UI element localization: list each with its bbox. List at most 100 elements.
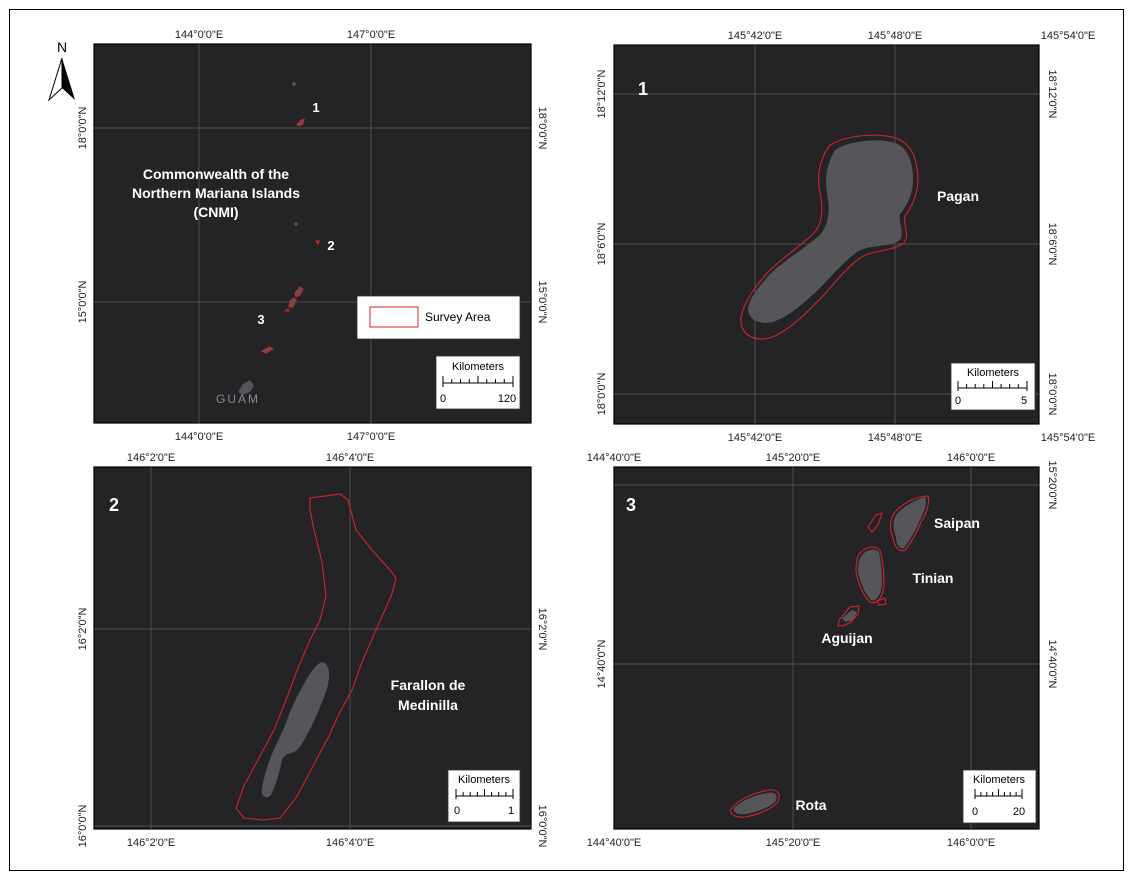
overview-title-line: (CNMI) bbox=[193, 204, 238, 220]
aguijan-survey-boundary bbox=[837, 605, 860, 627]
southern-panel-number: 3 bbox=[626, 495, 636, 515]
farallon-left-tick: 16°0'0"N bbox=[77, 805, 89, 848]
southern-bottom-tick: 145°20'0"E bbox=[766, 837, 820, 849]
pagan-island-shape bbox=[748, 140, 914, 323]
farallon-top-tick: 146°4'0"E bbox=[326, 452, 374, 464]
overview-right-tick: 18°0'0"N bbox=[536, 107, 548, 150]
overview-right-tick: 15°0'0"N bbox=[536, 281, 548, 324]
island-marker bbox=[292, 82, 296, 86]
pagan-left-tick: 18°0'0"N bbox=[596, 373, 608, 416]
overview-top-tick: 144°0'0"E bbox=[175, 29, 223, 41]
north-arrow-right-icon bbox=[62, 58, 75, 100]
overview-left-tick: 18°0'0"N bbox=[77, 107, 89, 150]
saipan-survey-boundary bbox=[890, 495, 930, 552]
overview-scale-bar: Kilometers 0 120 bbox=[435, 355, 521, 410]
pagan-scale-title: Kilometers bbox=[967, 367, 1019, 379]
farallon-marker bbox=[315, 240, 320, 246]
saipan-marker bbox=[294, 286, 304, 298]
overview-marker-label: 1 bbox=[312, 100, 319, 115]
southern-scale-max: 20 bbox=[1013, 806, 1025, 818]
pagan-left-tick: 18°6'0"N bbox=[596, 223, 608, 266]
farallon-panel-number: 2 bbox=[109, 495, 119, 515]
pagan-right-tick: 18°12'0"N bbox=[1046, 70, 1058, 119]
southern-panel: 144°40'0"E 145°20'0"E 146°0'0"E 144°40'0… bbox=[587, 452, 1058, 849]
pagan-right-tick: 18°6'0"N bbox=[1046, 223, 1058, 266]
pagan-top-tick: 145°42'0"E bbox=[728, 30, 782, 42]
farallon-scale-bar: Kilometers 0 1 bbox=[447, 769, 521, 823]
overview-scale-title: Kilometers bbox=[452, 361, 504, 373]
farallon-scale-title: Kilometers bbox=[458, 774, 510, 786]
southern-bottom-tick: 146°0'0"E bbox=[947, 837, 995, 849]
aguijan-marker bbox=[283, 308, 290, 312]
pagan-survey-boundary bbox=[740, 134, 919, 340]
farallon-label-line: Medinilla bbox=[398, 697, 458, 713]
rota-survey-boundary bbox=[730, 789, 780, 818]
tinian-survey-boundary-small bbox=[876, 597, 887, 606]
southern-left-tick: 14°40'0"N bbox=[596, 639, 608, 688]
saipan-label: Saipan bbox=[934, 515, 980, 531]
pagan-bottom-tick: 145°48'0"E bbox=[868, 432, 922, 444]
overview-panel: 144°0'0"E 147°0'0"E 144°0'0"E 147°0'0"E … bbox=[77, 29, 548, 443]
pagan-marker bbox=[296, 118, 305, 127]
pagan-top-tick: 145°54'0"E bbox=[1041, 30, 1095, 42]
legend-swatch bbox=[369, 306, 419, 328]
pagan-top-tick: 145°48'0"E bbox=[868, 30, 922, 42]
pagan-panel-number: 1 bbox=[638, 79, 648, 99]
southern-bottom-tick: 144°40'0"E bbox=[587, 837, 641, 849]
southern-top-tick: 144°40'0"E bbox=[587, 452, 641, 464]
island-marker bbox=[294, 222, 298, 226]
north-arrow-label: N bbox=[57, 39, 67, 55]
guam-shape bbox=[238, 380, 254, 395]
tinian-label: Tinian bbox=[913, 570, 954, 586]
farallon-label-line: Farallon de bbox=[391, 677, 466, 693]
southern-top-tick: 145°20'0"E bbox=[766, 452, 820, 464]
guam-label: GUAM bbox=[216, 392, 260, 406]
pagan-right-tick: 18°0'0"N bbox=[1046, 373, 1058, 416]
farallon-island-shape bbox=[261, 662, 330, 798]
southern-map-frame bbox=[613, 466, 1040, 830]
farallon-bottom-tick: 146°2'0"E bbox=[127, 837, 175, 849]
overview-marker-label: 3 bbox=[257, 312, 264, 327]
southern-scale-bar: Kilometers 0 20 bbox=[962, 769, 1037, 824]
pagan-bottom-tick: 145°42'0"E bbox=[728, 432, 782, 444]
farallon-top-tick: 146°2'0"E bbox=[127, 452, 175, 464]
legend-label: Survey Area bbox=[425, 310, 491, 324]
farallon-panel: 146°2'0"E 146°4'0"E 146°2'0"E 146°4'0"E … bbox=[77, 452, 548, 849]
pagan-bottom-tick: 145°54'0"E bbox=[1041, 432, 1095, 444]
rota-label: Rota bbox=[795, 797, 826, 813]
pagan-label: Pagan bbox=[937, 188, 979, 204]
farallon-bottom-tick: 146°4'0"E bbox=[326, 837, 374, 849]
tinian-marker bbox=[288, 297, 297, 308]
rota-marker bbox=[260, 346, 274, 354]
southern-scale-min: 0 bbox=[972, 806, 978, 818]
pagan-panel: 145°42'0"E 145°48'0"E 145°54'0"E 145°42'… bbox=[596, 30, 1095, 444]
pagan-left-tick: 18°12'0"N bbox=[596, 69, 608, 118]
overview-scale-min: 0 bbox=[440, 393, 446, 405]
southern-right-tick: 14°40'0"N bbox=[1046, 640, 1058, 689]
pagan-scale-bar: Kilometers 0 5 bbox=[950, 362, 1036, 411]
tinian-shape bbox=[858, 549, 882, 601]
farallon-left-tick: 16°2'0"N bbox=[77, 608, 89, 651]
farallon-scale-min: 0 bbox=[454, 805, 460, 817]
overview-bottom-tick: 147°0'0"E bbox=[347, 431, 395, 443]
overview-marker-label: 2 bbox=[327, 238, 334, 253]
overview-left-tick: 15°0'0"N bbox=[77, 281, 89, 324]
farallon-scale-max: 1 bbox=[508, 805, 514, 817]
rota-shape bbox=[733, 792, 777, 815]
saipan-shape bbox=[893, 497, 927, 549]
north-arrow: N bbox=[47, 39, 75, 102]
pagan-scale-min: 0 bbox=[955, 395, 961, 407]
aguijan-label: Aguijan bbox=[821, 630, 872, 646]
north-arrow-left-icon bbox=[47, 57, 63, 102]
managaha-survey-boundary bbox=[867, 512, 883, 533]
southern-scale-title: Kilometers bbox=[973, 774, 1025, 786]
farallon-right-tick: 16°2'0"N bbox=[536, 608, 548, 651]
farallon-map-frame bbox=[93, 466, 532, 830]
overview-bottom-tick: 144°0'0"E bbox=[175, 431, 223, 443]
overview-title-line: Commonwealth of the bbox=[143, 166, 289, 182]
southern-top-tick: 146°0'0"E bbox=[947, 452, 995, 464]
overview-scale-max: 120 bbox=[498, 393, 516, 405]
farallon-right-tick: 16°0'0"N bbox=[536, 805, 548, 848]
southern-right-tick: 15°20'0"N bbox=[1046, 461, 1058, 510]
